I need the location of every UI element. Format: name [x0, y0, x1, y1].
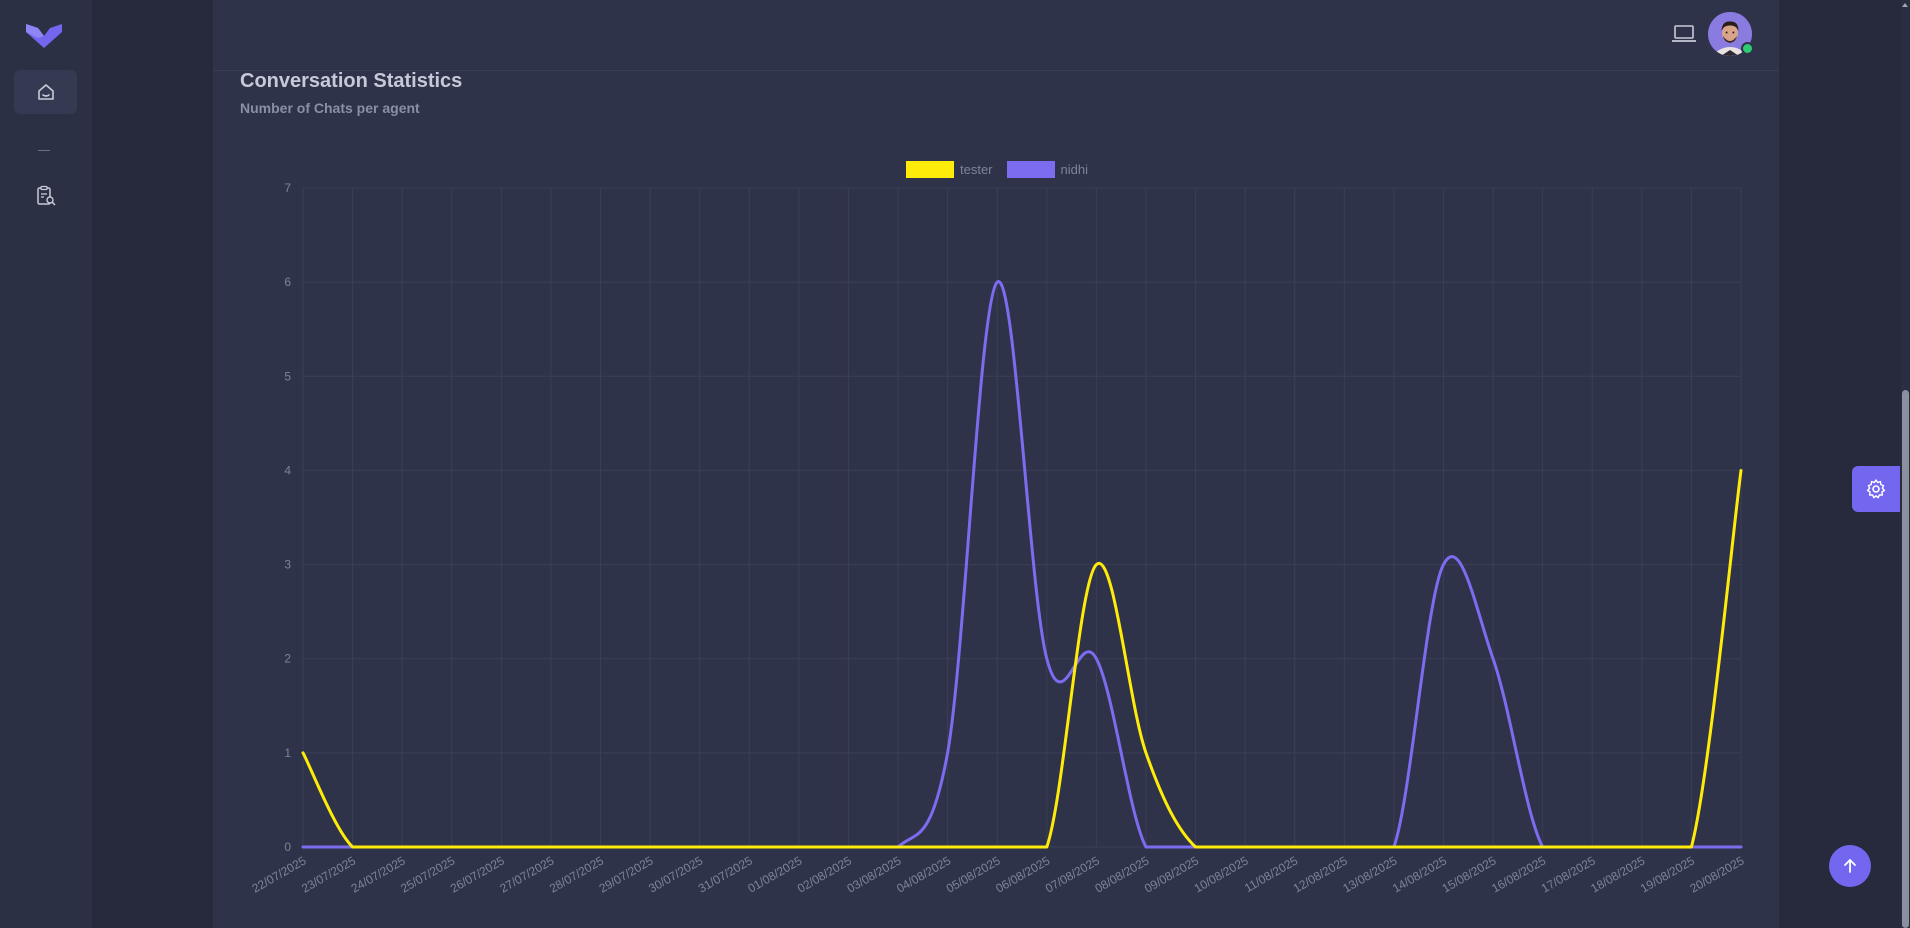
x-tick-label: 13/08/2025: [1340, 853, 1399, 895]
y-tick-label: 3: [284, 558, 291, 572]
legend-label-tester: tester: [960, 162, 993, 177]
x-tick-label: 09/08/2025: [1142, 853, 1201, 895]
x-tick-label: 11/08/2025: [1242, 853, 1301, 895]
page-scrollbar-thumb[interactable]: [1902, 390, 1909, 928]
x-tick-label: 29/07/2025: [597, 853, 656, 895]
legend-swatch-nidhi: [1006, 161, 1055, 178]
x-tick-label: 01/08/2025: [745, 853, 804, 895]
x-tick-label: 08/08/2025: [1092, 853, 1151, 895]
customizer-settings-button[interactable]: [1852, 466, 1900, 512]
card-subtitle: Number of Chats per agent: [240, 100, 420, 116]
conversation-chart: 0 1 2 3 4 5 6 7 22/07/202523/07/202524/07/202525…: [249, 181, 1746, 896]
sidebar-item-home[interactable]: [14, 70, 77, 114]
card-title: Conversation Statistics: [240, 70, 463, 92]
x-tick-label: 12/08/2025: [1291, 853, 1350, 895]
gear-icon: [1866, 479, 1886, 499]
x-tick-label: 15/08/2025: [1440, 853, 1499, 895]
sidebar-item-reports[interactable]: [14, 174, 77, 218]
x-tick-label: 23/07/2025: [299, 853, 358, 895]
x-tick-label: 27/07/2025: [497, 853, 556, 895]
x-tick-label: 16/08/2025: [1489, 853, 1548, 895]
x-tick-label: 05/08/2025: [944, 853, 1003, 895]
legend-item-nidhi[interactable]: nidhi: [1006, 161, 1088, 178]
x-tick-label: 25/07/2025: [398, 853, 457, 895]
x-tick-label: 19/08/2025: [1638, 853, 1697, 895]
x-tick-label: 31/07/2025: [696, 853, 755, 895]
online-status-indicator: [1741, 42, 1754, 55]
y-tick-label: 7: [284, 181, 291, 195]
chart-legend: tester nidhi: [906, 161, 1096, 178]
x-tick-label: 04/08/2025: [894, 853, 953, 895]
x-tick-label: 24/07/2025: [349, 853, 408, 895]
laptop-icon[interactable]: [1671, 22, 1697, 46]
x-tick-label: 07/08/2025: [1043, 853, 1102, 895]
x-tick-label: 20/08/2025: [1687, 853, 1746, 895]
clipboard-search-icon: [36, 185, 56, 206]
x-tick-label: 03/08/2025: [845, 853, 904, 895]
brand-logo[interactable]: [24, 18, 64, 50]
y-tick-label: 1: [284, 746, 291, 760]
legend-item-tester[interactable]: tester: [906, 161, 993, 178]
x-tick-label: 30/07/2025: [646, 853, 705, 895]
series-line-tester: [301, 468, 1743, 849]
x-tick-label: 18/08/2025: [1588, 853, 1647, 895]
legend-label-nidhi: nidhi: [1060, 162, 1088, 177]
legend-swatch-tester: [906, 161, 954, 178]
arrow-up-icon: [1844, 859, 1856, 873]
y-tick-label: 0: [284, 840, 291, 854]
x-tick-label: 10/08/2025: [1192, 853, 1251, 895]
y-tick-label: 5: [284, 369, 291, 383]
y-tick-label: 6: [284, 275, 291, 289]
x-tick-label: 06/08/2025: [993, 853, 1052, 895]
main-content: 0 1 2 3 4 5 6 7 22/07/2025 23/07/2025 24/07/2025 25…: [213, 0, 1779, 928]
x-tick-label: 22/07/2025: [249, 853, 308, 895]
sidebar-divider: [38, 150, 50, 151]
x-tick-label: 26/07/2025: [448, 853, 507, 895]
x-tick-label: 02/08/2025: [795, 853, 854, 895]
sidebar: [0, 0, 92, 928]
home-icon: [37, 84, 54, 100]
scroll-up-arrow-icon[interactable]: [1900, 0, 1910, 10]
y-tick-label: 4: [284, 463, 291, 477]
content-gutter: [92, 0, 213, 928]
x-tick-label: 14/08/2025: [1390, 853, 1449, 895]
x-tick-label: 28/07/2025: [547, 853, 606, 895]
x-tick-label: 17/08/2025: [1539, 853, 1598, 895]
y-tick-label: 2: [284, 652, 291, 666]
scroll-to-top-button[interactable]: [1829, 845, 1871, 887]
top-navbar: [213, 0, 1779, 71]
